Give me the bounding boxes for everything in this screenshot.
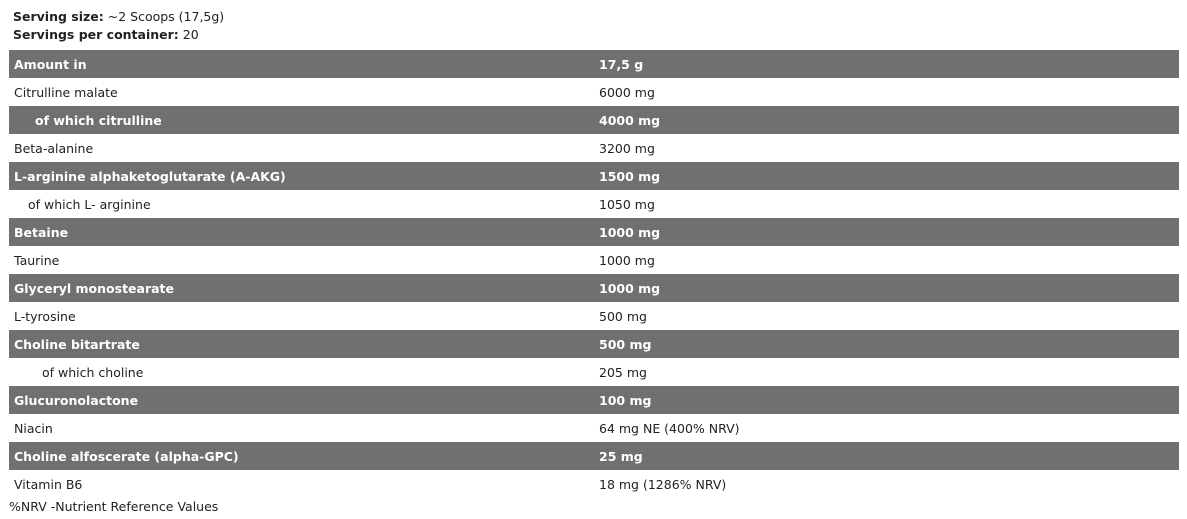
header-amount: 17,5 g bbox=[595, 50, 1179, 78]
footnote: %NRV -Nutrient Reference Values bbox=[9, 499, 219, 514]
ingredient-name: Vitamin B6 bbox=[14, 476, 83, 492]
table-row: Niacin 64 mg NE (400% NRV) bbox=[9, 414, 1179, 442]
table-row: of which choline 205 mg bbox=[9, 358, 1179, 386]
ingredient-amount: 100 mg bbox=[595, 386, 1179, 414]
ingredient-name: of which citrulline bbox=[9, 106, 595, 134]
ingredient-name: Taurine bbox=[14, 252, 60, 268]
ingredient-amount: 500 mg bbox=[599, 308, 647, 324]
servings-value: 20 bbox=[178, 27, 199, 42]
table-header-row: Amount in 17,5 g bbox=[9, 50, 1179, 78]
ingredient-amount: 1000 mg bbox=[595, 218, 1179, 246]
ingredient-amount: 1000 mg bbox=[599, 252, 655, 268]
ingredient-name: Choline alfoscerate (alpha-GPC) bbox=[9, 442, 595, 470]
ingredient-amount: 6000 mg bbox=[599, 84, 655, 100]
ingredient-amount: 205 mg bbox=[599, 364, 647, 380]
ingredient-amount: 1500 mg bbox=[595, 162, 1179, 190]
ingredient-name: Glyceryl monostearate bbox=[9, 274, 595, 302]
servings-per-container: Servings per container: 20 bbox=[13, 26, 199, 44]
table-row: of which citrulline 4000 mg bbox=[9, 106, 1179, 134]
ingredient-amount: 18 mg (1286% NRV) bbox=[599, 476, 727, 492]
table-row: Taurine 1000 mg bbox=[9, 246, 1179, 274]
table-row: Beta-alanine 3200 mg bbox=[9, 134, 1179, 162]
serving-size: Serving size: ~2 Scoops (17,5g) bbox=[13, 8, 224, 26]
ingredient-name: Citrulline malate bbox=[14, 84, 118, 100]
ingredient-name: of which choline bbox=[42, 364, 144, 380]
ingredient-name: Beta-alanine bbox=[14, 140, 94, 156]
ingredient-name: Betaine bbox=[9, 218, 595, 246]
table-row: Glyceryl monostearate 1000 mg bbox=[9, 274, 1179, 302]
table-row: Choline alfoscerate (alpha-GPC) 25 mg bbox=[9, 442, 1179, 470]
table-row: L-arginine alphaketoglutarate (A-AKG) 150… bbox=[9, 162, 1179, 190]
ingredient-name: Niacin bbox=[14, 420, 53, 436]
ingredient-name: L-arginine alphaketoglutarate (A-AKG) bbox=[9, 162, 595, 190]
ingredient-amount: 64 mg NE (400% NRV) bbox=[599, 420, 740, 436]
table-row: Choline bitartrate 500 mg bbox=[9, 330, 1179, 358]
table-row: Betaine 1000 mg bbox=[9, 218, 1179, 246]
ingredient-name: Glucuronolactone bbox=[9, 386, 595, 414]
servings-label: Servings per container: bbox=[13, 27, 179, 42]
table-row: of which L- arginine 1050 mg bbox=[9, 190, 1179, 218]
serving-size-value: ~2 Scoops (17,5g) bbox=[103, 9, 225, 24]
table-row: L-tyrosine 500 mg bbox=[9, 302, 1179, 330]
header-name: Amount in bbox=[9, 50, 595, 78]
ingredient-name: of which L- arginine bbox=[28, 196, 151, 212]
ingredient-amount: 4000 mg bbox=[595, 106, 1179, 134]
table-row: Citrulline malate 6000 mg bbox=[9, 78, 1179, 106]
ingredient-amount: 1050 mg bbox=[599, 196, 655, 212]
table-row: Vitamin B6 18 mg (1286% NRV) bbox=[9, 470, 1179, 498]
serving-size-label: Serving size: bbox=[13, 9, 104, 24]
ingredient-amount: 3200 mg bbox=[599, 140, 655, 156]
ingredient-name: Choline bitartrate bbox=[9, 330, 595, 358]
ingredient-amount: 500 mg bbox=[595, 330, 1179, 358]
ingredient-name: L-tyrosine bbox=[14, 308, 76, 324]
ingredient-amount: 1000 mg bbox=[595, 274, 1179, 302]
table-row: Glucuronolactone 100 mg bbox=[9, 386, 1179, 414]
ingredient-amount: 25 mg bbox=[595, 442, 1179, 470]
nutrition-table: Amount in 17,5 g Citrulline malate 6000 m… bbox=[9, 50, 1179, 498]
